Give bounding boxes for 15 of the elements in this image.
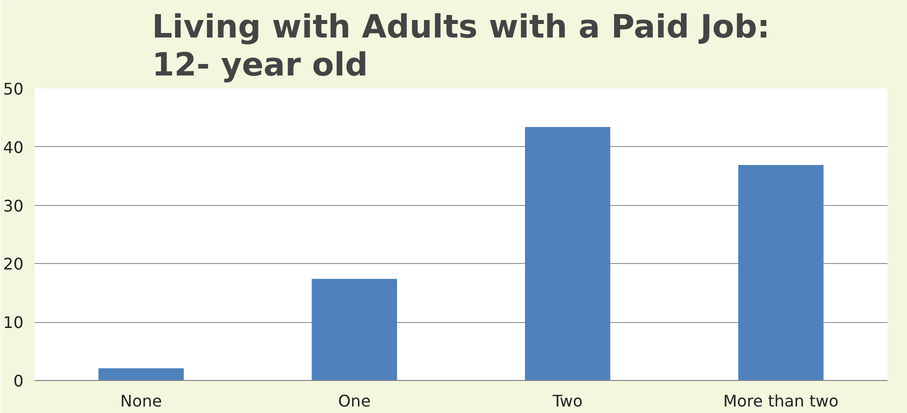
bar <box>312 278 398 380</box>
x-tick-label: Two <box>552 392 583 410</box>
y-tick-label: 50 <box>3 80 24 98</box>
x-tick-label: More than two <box>723 392 839 410</box>
bar <box>738 165 824 380</box>
x-tick-label: None <box>120 392 162 410</box>
bar <box>98 368 184 380</box>
chart-title: Living with Adults with a Paid Job: 12- year old <box>152 8 770 84</box>
y-tick-label: 20 <box>3 254 24 274</box>
y-tick-label: 30 <box>3 196 24 216</box>
y-tick-label: 0 <box>13 372 24 390</box>
y-tick-label: 10 <box>3 313 24 332</box>
y-tick-label: 40 <box>3 138 24 157</box>
bar <box>524 127 610 380</box>
x-tick-label: One <box>338 392 371 410</box>
